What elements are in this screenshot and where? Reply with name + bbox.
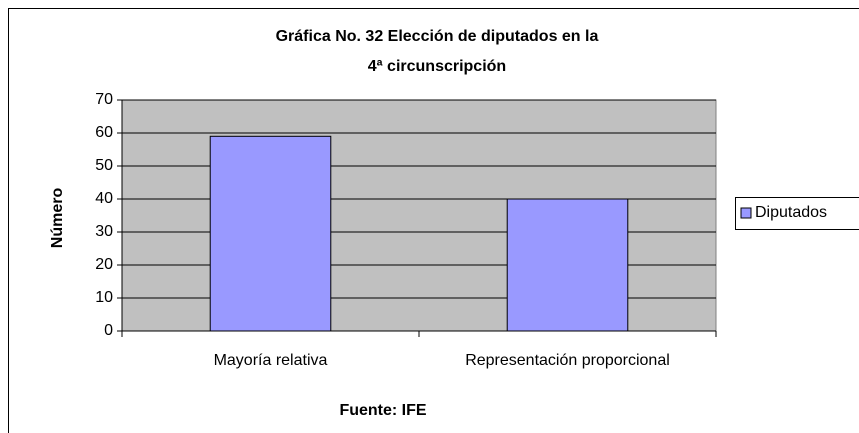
y-tick-label: 50 [95,157,113,174]
x-axis-label: Fuente: IFE [339,402,426,419]
y-tick-label: 40 [95,190,113,207]
y-tick-label: 20 [95,256,113,273]
bar [209,135,332,332]
chart-title: Gráfica No. 32 Elección de diputados en … [276,28,599,45]
chart-title: 4ª circunscripción [368,58,506,75]
x-tick-label: Representación proporcional [465,352,670,369]
legend-label: Diputados [755,204,827,221]
y-axis-label: Número [49,188,66,249]
y-tick-label: 0 [104,322,113,339]
y-tick-label: 30 [95,223,113,240]
y-tick-label: 60 [95,124,113,141]
legend-swatch [740,207,752,219]
x-tick-label: Mayoría relativa [214,352,328,369]
legend-box [735,197,859,230]
y-tick-label: 10 [95,289,113,306]
y-tick-label: 70 [95,91,113,108]
bar [506,198,629,332]
